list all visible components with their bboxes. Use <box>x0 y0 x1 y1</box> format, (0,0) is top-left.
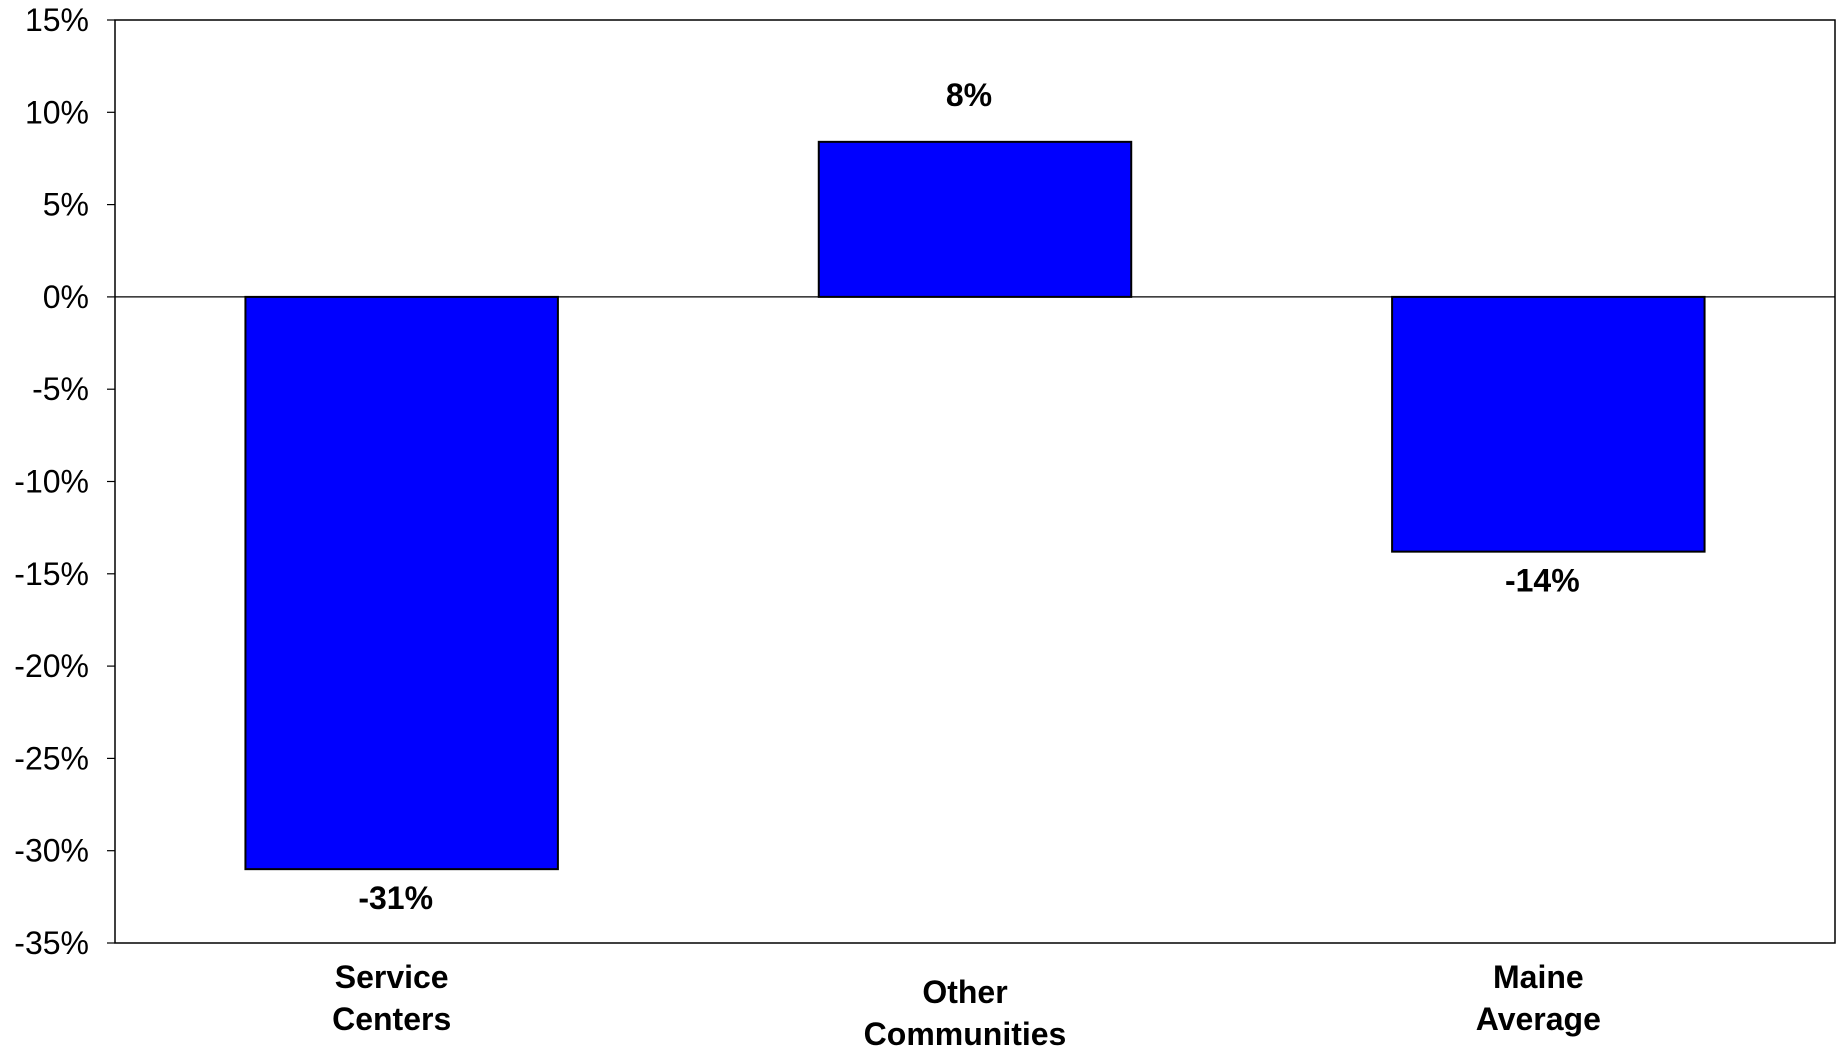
x-axis-category-labels: Service Centers Other Communities Maine Avera… <box>332 959 1601 1047</box>
bar-value-label: -14% <box>1505 563 1580 599</box>
y-tick-label: 10% <box>25 94 89 130</box>
y-tick-label: -25% <box>14 740 89 776</box>
x-category-label: Communities <box>864 1016 1067 1047</box>
y-tick-label: 0% <box>43 279 89 315</box>
y-tick-label: -20% <box>14 648 89 684</box>
x-category-label: Service <box>335 959 449 995</box>
y-tick-label: -10% <box>14 464 89 500</box>
bar-series <box>244 140 1706 871</box>
x-category-label: Other <box>922 974 1007 1010</box>
y-tick-label: 15% <box>25 2 89 38</box>
bar <box>817 140 1133 298</box>
y-tick-label: -35% <box>14 925 89 961</box>
bar <box>1391 295 1706 553</box>
bar-value-label: 8% <box>946 77 992 113</box>
y-tick-label: 5% <box>43 187 89 223</box>
x-category-label: Maine <box>1493 959 1584 995</box>
y-tick-label: -15% <box>14 556 89 592</box>
data-labels: -31% 8% -14% <box>358 77 1579 916</box>
y-tick-label: -5% <box>32 371 89 407</box>
bar-value-label: -31% <box>358 880 433 916</box>
x-category-label: Centers <box>332 1001 451 1037</box>
y-tick-label: -30% <box>14 833 89 869</box>
y-axis: 15% 10% 5% 0% -5% -10% -15% -20% -25% -30% -35% <box>14 2 115 961</box>
bar <box>244 295 559 871</box>
x-category-label: Average <box>1476 1001 1601 1037</box>
